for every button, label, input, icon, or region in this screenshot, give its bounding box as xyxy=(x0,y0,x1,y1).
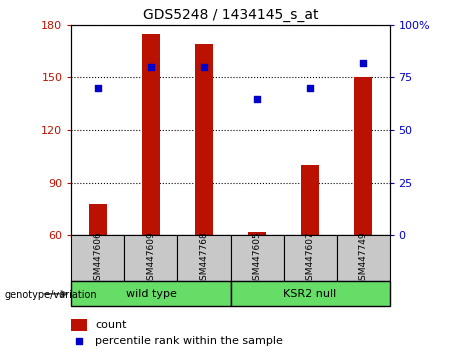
Text: GSM447749: GSM447749 xyxy=(359,231,367,286)
Point xyxy=(200,64,207,70)
Text: GSM447607: GSM447607 xyxy=(306,231,314,286)
Title: GDS5248 / 1434145_s_at: GDS5248 / 1434145_s_at xyxy=(143,8,318,22)
Bar xyxy=(354,78,372,235)
Bar xyxy=(230,281,390,306)
Bar xyxy=(71,235,124,281)
Text: KSR2 null: KSR2 null xyxy=(284,289,337,299)
Point xyxy=(76,338,83,343)
Bar xyxy=(89,204,107,235)
Text: GSM447606: GSM447606 xyxy=(94,231,102,286)
Point xyxy=(306,85,313,91)
Bar xyxy=(301,165,319,235)
Text: GSM447768: GSM447768 xyxy=(200,231,208,286)
Bar xyxy=(284,235,337,281)
Text: GSM447605: GSM447605 xyxy=(253,231,261,286)
Point xyxy=(94,85,101,91)
Bar xyxy=(230,235,284,281)
Text: wild type: wild type xyxy=(125,289,177,299)
Text: genotype/variation: genotype/variation xyxy=(5,290,97,299)
Text: GSM447609: GSM447609 xyxy=(147,231,155,286)
Point xyxy=(359,60,366,65)
Bar xyxy=(71,281,230,306)
Point xyxy=(148,64,155,70)
Bar xyxy=(142,34,160,235)
Point xyxy=(254,96,261,101)
Bar xyxy=(124,235,177,281)
Bar xyxy=(71,319,88,331)
Text: percentile rank within the sample: percentile rank within the sample xyxy=(95,336,283,346)
Bar xyxy=(195,44,213,235)
Bar xyxy=(177,235,230,281)
Text: count: count xyxy=(95,320,127,330)
Bar xyxy=(337,235,390,281)
Bar xyxy=(248,232,266,235)
